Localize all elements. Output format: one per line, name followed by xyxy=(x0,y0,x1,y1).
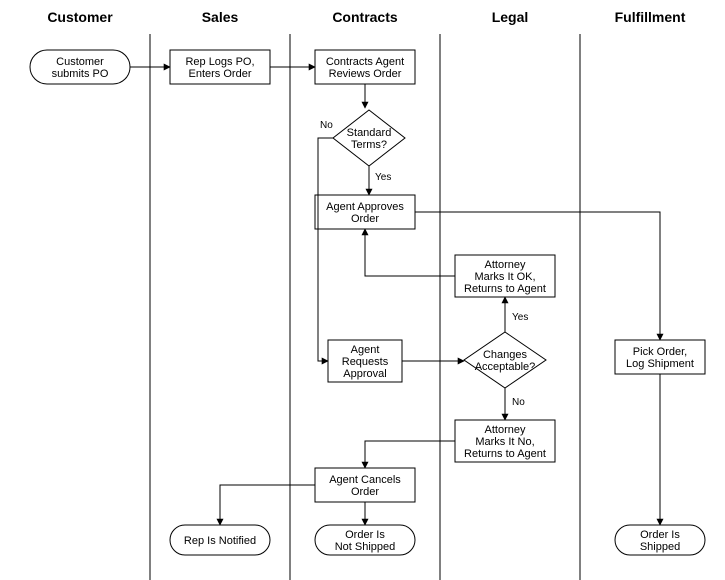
node-pick: Pick Order,Log Shipment xyxy=(615,340,705,374)
svg-text:Approval: Approval xyxy=(343,368,386,380)
swimlane-flowchart: Customer Sales Contracts Legal Fulfillment Cu… xyxy=(0,0,725,580)
svg-text:Agent: Agent xyxy=(351,344,380,356)
svg-text:Returns to Agent: Returns to Agent xyxy=(464,283,546,295)
node-attOK: AttorneyMarks It OK,Returns to Agent xyxy=(455,255,555,297)
svg-text:Order: Order xyxy=(351,486,379,498)
node-notShip: Order IsNot Shipped xyxy=(315,525,415,555)
svg-text:Log Shipment: Log Shipment xyxy=(626,358,694,370)
svg-text:Customer: Customer xyxy=(56,56,104,68)
node-shipped: Order IsShipped xyxy=(615,525,705,555)
lane-header-customer: Customer xyxy=(47,9,113,25)
edge-label: No xyxy=(512,397,525,408)
svg-text:Standard: Standard xyxy=(347,127,392,139)
svg-text:submits PO: submits PO xyxy=(52,68,109,80)
node-attNo: AttorneyMarks It No,Returns to Agent xyxy=(455,420,555,462)
svg-text:Returns to Agent: Returns to Agent xyxy=(464,448,546,460)
node-custPO: Customersubmits PO xyxy=(30,50,130,84)
svg-text:Attorney: Attorney xyxy=(485,259,526,271)
lane-header-fulfillment: Fulfillment xyxy=(615,9,686,25)
lane-header-legal: Legal xyxy=(492,9,529,25)
svg-text:Agent Approves: Agent Approves xyxy=(326,201,404,213)
svg-text:Requests: Requests xyxy=(342,356,389,368)
svg-text:Pick Order,: Pick Order, xyxy=(633,346,687,358)
node-repNotif: Rep Is Notified xyxy=(170,525,270,555)
edge xyxy=(318,138,333,361)
edge-label: No xyxy=(320,120,333,131)
svg-text:Attorney: Attorney xyxy=(485,424,526,436)
node-repLogs: Rep Logs PO,Enters Order xyxy=(170,50,270,84)
edge-label: Yes xyxy=(512,312,528,323)
lane-header-sales: Sales xyxy=(202,9,239,25)
svg-text:Enters Order: Enters Order xyxy=(189,68,252,80)
edge xyxy=(365,441,455,468)
svg-text:Marks It OK,: Marks It OK, xyxy=(474,271,535,283)
svg-text:Contracts Agent: Contracts Agent xyxy=(326,56,404,68)
svg-text:Reviews Order: Reviews Order xyxy=(329,68,402,80)
edge xyxy=(220,485,315,525)
svg-text:Marks It No,: Marks It No, xyxy=(475,436,534,448)
node-changes: ChangesAcceptable? xyxy=(464,332,546,388)
edge-label: Yes xyxy=(375,172,391,183)
lane-header-contracts: Contracts xyxy=(332,9,398,25)
node-cancel: Agent CancelsOrder xyxy=(315,468,415,502)
svg-text:Rep Logs PO,: Rep Logs PO, xyxy=(185,56,254,68)
svg-text:Order: Order xyxy=(351,213,379,225)
svg-text:Shipped: Shipped xyxy=(640,541,680,553)
edge xyxy=(365,229,455,276)
svg-text:Order Is: Order Is xyxy=(640,529,680,541)
svg-text:Rep Is Notified: Rep Is Notified xyxy=(184,535,256,547)
svg-text:Not Shipped: Not Shipped xyxy=(335,541,396,553)
node-stdTerms: StandardTerms? xyxy=(333,110,405,166)
node-review: Contracts AgentReviews Order xyxy=(315,50,415,84)
svg-text:Order Is: Order Is xyxy=(345,529,385,541)
svg-text:Changes: Changes xyxy=(483,349,528,361)
svg-text:Acceptable?: Acceptable? xyxy=(475,361,536,373)
node-reqAppr: AgentRequestsApproval xyxy=(328,340,402,382)
node-approve: Agent ApprovesOrder xyxy=(315,195,415,229)
svg-text:Agent Cancels: Agent Cancels xyxy=(329,474,401,486)
svg-text:Terms?: Terms? xyxy=(351,139,387,151)
